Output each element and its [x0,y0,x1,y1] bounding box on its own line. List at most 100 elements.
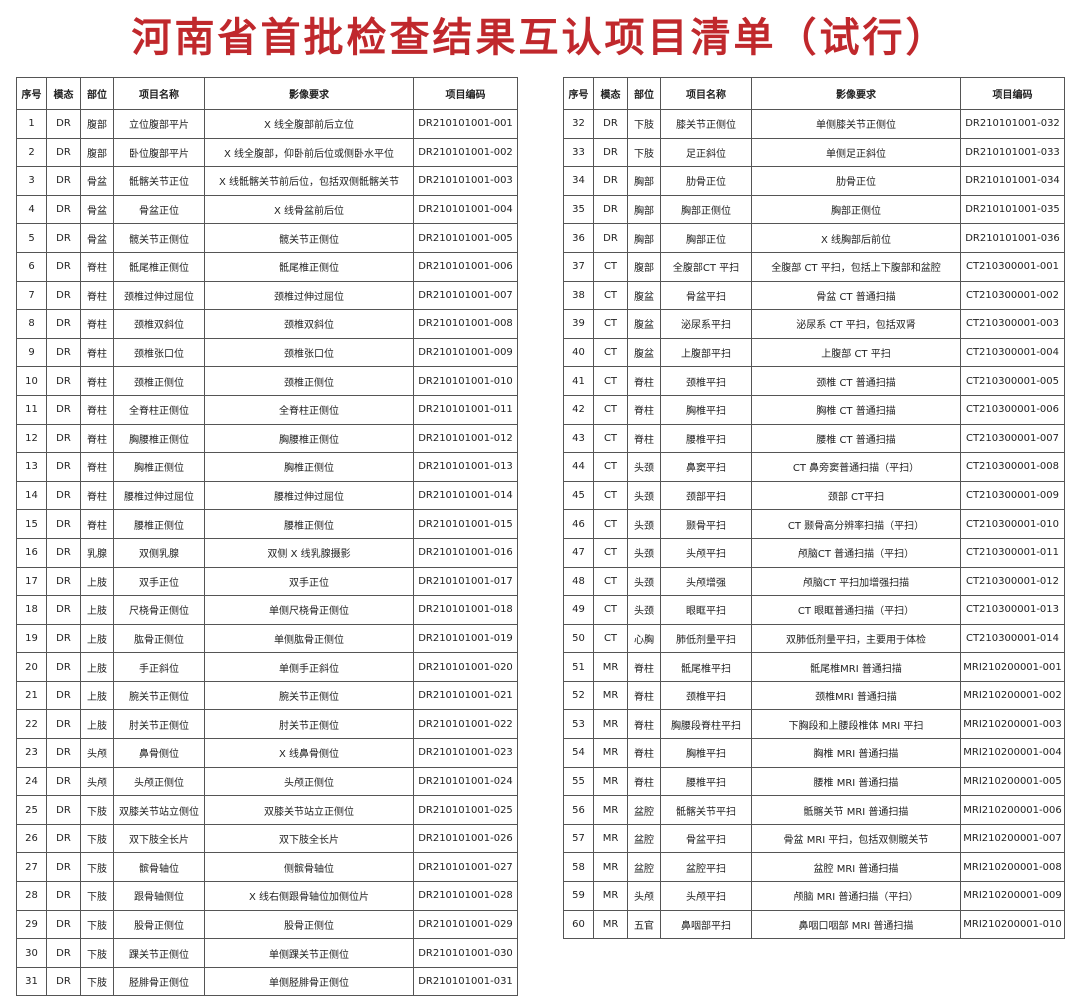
cell-body-part: 脊柱 [80,423,114,454]
cell-item-name: 骨盆正位 [113,194,205,225]
cell-seq: 9 [16,337,47,368]
cell-body-part: 胸部 [627,166,661,196]
cell-item-code: DR210101001-017 [413,566,518,597]
cell-modality: CT [593,480,628,511]
table-row: 20 DR 上肢 手正斜位 单侧手正斜位 DR210101001-020 [16,652,518,682]
header-body-part: 部位 [627,77,661,110]
cell-item-code: DR210101001-015 [413,509,518,539]
table-row: 40 CT 腹盆 上腹部平扫 上腹部 CT 平扫 CT210300001-004 [563,337,1065,368]
cell-item-name: 鼻骨侧位 [113,738,205,768]
cell-modality: MR [593,795,628,825]
cell-item-name: 颈椎正侧位 [113,366,205,396]
cell-body-part: 头颈 [627,537,661,568]
cell-body-part: 乳腺 [80,537,114,568]
cell-seq: 23 [16,738,47,768]
table-row: 32 DR 下肢 膝关节正侧位 单侧膝关节正侧位 DR210101001-032 [563,109,1065,139]
cell-seq: 56 [563,795,594,825]
table-row: 24 DR 头颅 头颅正侧位 头颅正侧位 DR210101001-024 [16,766,518,797]
cell-item-code: DR210101001-021 [413,680,518,711]
cell-modality: CT [593,366,628,396]
cell-item-code: DR210101001-013 [413,452,518,482]
cell-modality: DR [593,194,628,225]
cell-modality: CT [593,394,628,425]
cell-body-part: 头颈 [627,595,661,625]
cell-seq: 49 [563,595,594,625]
cell-body-part: 头颅 [80,738,114,768]
cell-item-name: 双下肢全长片 [113,823,205,854]
cell-item-code: CT210300001-004 [960,337,1065,368]
cell-item-name: 胫腓骨正侧位 [113,966,205,997]
cell-seq: 21 [16,680,47,711]
cell-seq: 40 [563,337,594,368]
cell-seq: 35 [563,194,594,225]
table-row: 59 MR 头颅 头颅平扫 颅脑 MRI 普通扫描（平扫） MRI210200001-00… [563,881,1065,911]
cell-seq: 14 [16,480,47,511]
cell-imaging-requirement: 颅脑 MRI 普通扫描（平扫） [751,881,961,911]
cell-body-part: 上肢 [80,680,114,711]
table-row: 12 DR 脊柱 胸腰椎正侧位 胸腰椎正侧位 DR210101001-012 [16,423,518,454]
cell-body-part: 脊柱 [80,337,114,368]
header-item-name: 项目名称 [660,77,752,110]
cell-item-code: DR210101001-036 [960,223,1065,253]
table-row: 34 DR 胸部 肋骨正位 肋骨正位 DR210101001-034 [563,166,1065,196]
cell-body-part: 腹盆 [627,280,661,311]
cell-seq: 5 [16,223,47,253]
cell-item-code: MRI210200001-005 [960,766,1065,797]
cell-body-part: 上肢 [80,595,114,625]
cell-item-name: 跟骨轴侧位 [113,881,205,911]
cell-body-part: 脊柱 [627,423,661,454]
cell-item-name: 肘关节正侧位 [113,709,205,740]
table-row: 2 DR 腹部 卧位腹部平片 X 线全腹部，仰卧前后位或侧卧水平位 DR210101001… [16,137,518,168]
cell-body-part: 脊柱 [627,652,661,682]
cell-seq: 30 [16,938,47,968]
cell-imaging-requirement: 双手正位 [204,566,414,597]
table-row: 57 MR 盆腔 骨盆平扫 骨盆 MRI 平扫，包括双侧髋关节 MRI210200001-… [563,823,1065,854]
table-row: 13 DR 脊柱 胸椎正侧位 胸椎正侧位 DR210101001-013 [16,452,518,482]
cell-item-code: MRI210200001-004 [960,738,1065,768]
cell-body-part: 盆腔 [627,795,661,825]
cell-seq: 2 [16,137,47,168]
cell-seq: 25 [16,795,47,825]
cell-item-name: 胸椎平扫 [660,394,752,425]
table-row: 15 DR 脊柱 腰椎正侧位 腰椎正侧位 DR210101001-015 [16,509,518,539]
cell-imaging-requirement: 颈椎过伸过屈位 [204,280,414,311]
cell-body-part: 盆腔 [627,823,661,854]
table-row: 22 DR 上肢 肘关节正侧位 肘关节正侧位 DR210101001-022 [16,709,518,740]
cell-item-name: 胸腰椎正侧位 [113,423,205,454]
cell-seq: 3 [16,166,47,196]
cell-item-name: 全脊柱正侧位 [113,394,205,425]
cell-seq: 59 [563,881,594,911]
cell-modality: DR [46,709,81,740]
cell-imaging-requirement: 骨盆 MRI 平扫，包括双侧髋关节 [751,823,961,854]
cell-imaging-requirement: X 线鼻骨侧位 [204,738,414,768]
cell-modality: DR [46,623,81,654]
cell-item-code: MRI210200001-003 [960,709,1065,740]
cell-item-code: DR210101001-016 [413,537,518,568]
header-seq: 序号 [563,77,594,110]
table-row: 10 DR 脊柱 颈椎正侧位 颈椎正侧位 DR210101001-010 [16,366,518,396]
cell-item-name: 双手正位 [113,566,205,597]
cell-item-code: CT210300001-002 [960,280,1065,311]
cell-body-part: 心胸 [627,623,661,654]
cell-seq: 52 [563,680,594,711]
cell-body-part: 胸部 [627,194,661,225]
cell-item-name: 胸椎正侧位 [113,452,205,482]
cell-imaging-requirement: X 线骶髂关节前后位，包括双侧骶髂关节 [204,166,414,196]
header-modality: 模态 [593,77,628,110]
cell-imaging-requirement: 颅脑CT 普通扫描（平扫） [751,537,961,568]
cell-modality: MR [593,881,628,911]
cell-seq: 60 [563,909,594,940]
cell-item-name: 胸椎平扫 [660,738,752,768]
cell-item-name: 全腹部CT 平扫 [660,251,752,282]
cell-modality: CT [593,537,628,568]
table-row: 6 DR 脊柱 骶尾椎正侧位 骶尾椎正侧位 DR210101001-006 [16,251,518,282]
cell-body-part: 下肢 [627,137,661,168]
cell-item-code: DR210101001-035 [960,194,1065,225]
cell-item-code: DR210101001-020 [413,652,518,682]
cell-imaging-requirement: 颈部 CT平扫 [751,480,961,511]
cell-imaging-requirement: 颈椎双斜位 [204,309,414,339]
cell-body-part: 腹部 [80,137,114,168]
cell-imaging-requirement: 颈椎张口位 [204,337,414,368]
table-row: 36 DR 胸部 胸部正位 X 线胸部后前位 DR210101001-036 [563,223,1065,253]
cell-seq: 48 [563,566,594,597]
